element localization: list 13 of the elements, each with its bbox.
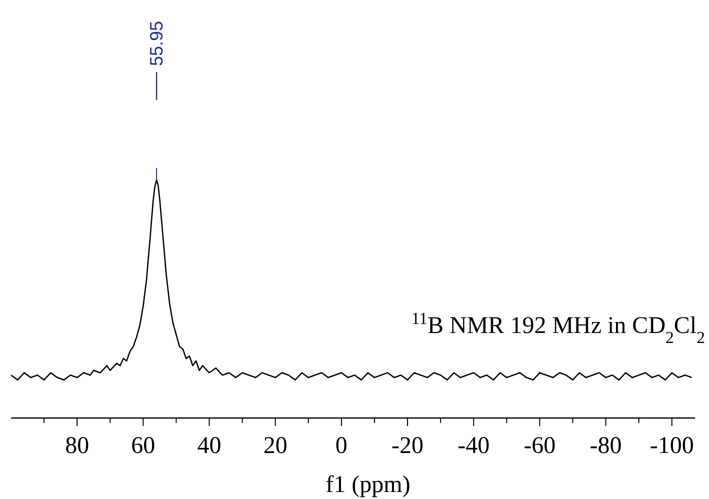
annotation: $^{11}$B NMR 192 MHz in CD$_{2}$Cl$_{2}$	[411, 308, 705, 346]
x-tick-label: -20	[392, 433, 424, 459]
x-tick-label: -60	[524, 433, 556, 459]
x-tick-label: 80	[65, 433, 90, 459]
x-tick-label: -100	[650, 433, 694, 459]
x-tick-label: 40	[197, 433, 222, 459]
x-tick-label: 20	[263, 433, 288, 459]
x-axis-title: f1 (ppm)	[326, 472, 410, 498]
x-tick-label: -80	[590, 433, 622, 459]
x-tick-label: 0	[335, 433, 348, 459]
x-tick-label: 60	[131, 433, 156, 459]
text: 55.95	[146, 20, 167, 66]
x-tick-label: -40	[458, 433, 490, 459]
